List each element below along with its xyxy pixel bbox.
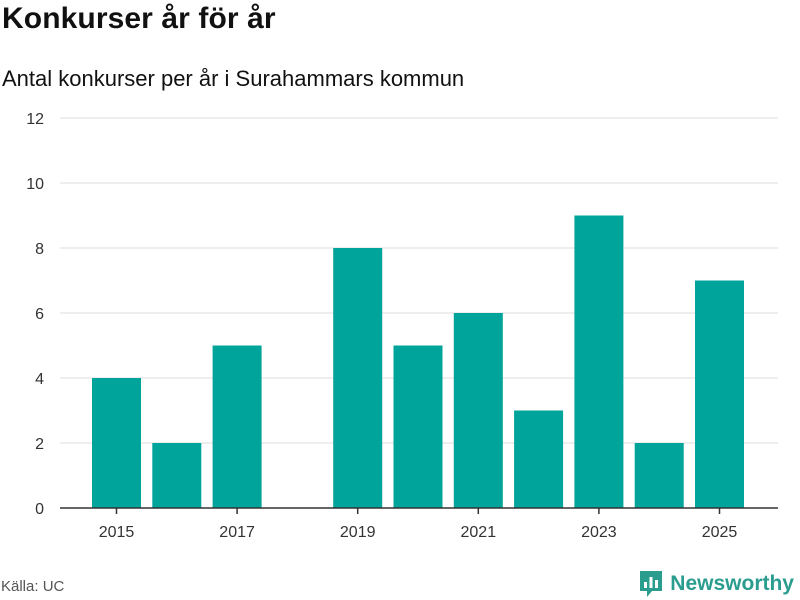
x-tick-label-2017: 2017 xyxy=(219,524,255,541)
bar-2025 xyxy=(695,280,744,508)
bar-2020 xyxy=(393,345,443,508)
axes: 0 2 4 6 8 10 12 2015 2017 2019 2021 2023 2025 xyxy=(26,111,778,541)
bar-2019 xyxy=(333,248,383,508)
chart-title: Konkurser år för år xyxy=(2,2,276,35)
bar-2016 xyxy=(152,443,202,508)
brand-name: Newsworthy xyxy=(670,572,794,595)
y-tick-label-8: 8 xyxy=(35,241,44,258)
y-tick-label-12: 12 xyxy=(26,111,44,128)
x-tick-label-2023: 2023 xyxy=(581,524,617,541)
y-tick-label-4: 4 xyxy=(35,371,44,388)
bar-2015 xyxy=(92,378,141,508)
bar-2021 xyxy=(453,313,503,508)
bar-2017 xyxy=(212,345,262,508)
y-tick-label-10: 10 xyxy=(26,176,44,193)
bar-2022 xyxy=(514,410,564,508)
bar-2024 xyxy=(634,443,684,508)
newsworthy-logo-icon xyxy=(640,571,663,597)
x-tick-label-2025: 2025 xyxy=(702,524,738,541)
chart-subtitle: Antal konkurser per år i Surahammars kom… xyxy=(2,66,465,91)
x-tick-label-2015: 2015 xyxy=(99,524,135,541)
y-tick-label-6: 6 xyxy=(35,306,44,323)
bars xyxy=(92,215,744,508)
y-tick-label-0: 0 xyxy=(35,501,44,518)
brand-logo: Newsworthy xyxy=(638,568,794,600)
x-tick-label-2021: 2021 xyxy=(461,524,497,541)
x-tick-label-2019: 2019 xyxy=(340,524,376,541)
bar-2023 xyxy=(574,215,624,508)
y-tick-label-2: 2 xyxy=(35,436,44,453)
source-note: Källa: UC xyxy=(1,578,65,595)
